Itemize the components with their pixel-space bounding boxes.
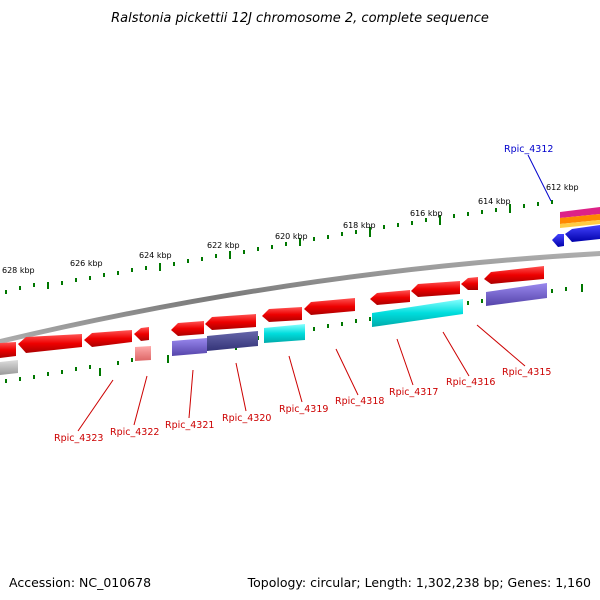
gene-block-stripe[interactable] xyxy=(560,220,600,228)
gene-arrow[interactable] xyxy=(84,330,132,347)
feature-block-gray[interactable] xyxy=(0,360,18,375)
ruler-label-620: 620 kbp xyxy=(275,232,308,241)
leader-line xyxy=(476,324,526,367)
forward-strand-genes xyxy=(0,207,600,358)
feature-block-slate[interactable] xyxy=(486,283,547,306)
ruler-label-628: 628 kbp xyxy=(2,266,35,275)
ruler-label-614: 614 kbp xyxy=(478,197,511,206)
leader-line xyxy=(335,348,359,396)
label-leader-lines xyxy=(77,154,552,432)
gene-label-rpic-4317[interactable]: Rpic_4317 xyxy=(389,387,438,398)
ruler-label-622: 622 kbp xyxy=(207,241,240,250)
ruler-label-624: 624 kbp xyxy=(139,251,172,260)
leader-line xyxy=(235,362,247,412)
leader-line xyxy=(396,338,414,386)
leader-line xyxy=(288,355,303,403)
gene-label-rpic-4318[interactable]: Rpic_4318 xyxy=(335,396,384,407)
gene-arrow[interactable] xyxy=(134,327,149,341)
leader-line xyxy=(188,369,194,419)
ruler-labels: 628 kbp 626 kbp 624 kbp 622 kbp 620 kbp … xyxy=(2,183,579,275)
gene-arrow[interactable] xyxy=(304,298,355,315)
gene-arrow-blue[interactable] xyxy=(565,225,600,242)
gene-label-rpic-4312[interactable]: Rpic_4312 xyxy=(504,144,553,155)
gene-label-rpic-4323[interactable]: Rpic_4323 xyxy=(54,433,103,444)
gene-label-rpic-4320[interactable]: Rpic_4320 xyxy=(222,413,271,424)
gene-label-rpic-4319[interactable]: Rpic_4319 xyxy=(279,404,328,415)
feature-block-cyan[interactable] xyxy=(264,324,305,343)
topology-summary-text: Topology: circular; Length: 1,302,238 bp… xyxy=(247,575,591,590)
gene-arrow[interactable] xyxy=(370,290,410,305)
gene-label-rpic-4321[interactable]: Rpic_4321 xyxy=(165,420,214,431)
leader-line xyxy=(442,331,470,377)
leader-line xyxy=(527,154,552,202)
gene-block-stripe[interactable] xyxy=(560,214,600,224)
ruler-label-612: 612 kbp xyxy=(546,183,579,192)
ruler-label-616: 616 kbp xyxy=(410,209,443,218)
feature-block-cyan[interactable] xyxy=(372,299,463,327)
gene-label-rpic-4316[interactable]: Rpic_4316 xyxy=(446,377,495,388)
leader-line xyxy=(133,375,148,426)
feature-block-pink[interactable] xyxy=(135,346,151,361)
feature-block-navy[interactable] xyxy=(207,331,258,351)
gene-arrow[interactable] xyxy=(171,321,204,336)
gene-label-rpic-4315[interactable]: Rpic_4315 xyxy=(502,367,551,378)
reverse-strand-features xyxy=(0,225,600,375)
gene-label-rpic-4322[interactable]: Rpic_4322 xyxy=(110,427,159,438)
map-title: Ralstonia pickettii 12J chromosome 2, co… xyxy=(111,11,489,26)
ruler-label-618: 618 kbp xyxy=(343,221,376,230)
feature-block-slate[interactable] xyxy=(172,338,207,356)
gene-arrow[interactable] xyxy=(484,266,544,284)
gene-labels: Rpic_4323 Rpic_4322 Rpic_4321 Rpic_4320 … xyxy=(54,144,553,444)
gene-arrow[interactable] xyxy=(18,334,82,353)
leader-line xyxy=(77,379,114,432)
ruler-label-626: 626 kbp xyxy=(70,259,103,268)
gene-arrow-blue[interactable] xyxy=(552,234,564,247)
gene-arrow[interactable] xyxy=(205,314,256,330)
gene-arrow[interactable] xyxy=(262,307,302,322)
accession-text: Accession: NC_010678 xyxy=(9,575,151,590)
gene-block-stripe[interactable] xyxy=(560,207,600,218)
ruler-outer xyxy=(5,200,553,294)
gene-arrow[interactable] xyxy=(0,342,16,358)
gene-arrow[interactable] xyxy=(411,281,460,297)
gene-arrow[interactable] xyxy=(461,277,478,290)
